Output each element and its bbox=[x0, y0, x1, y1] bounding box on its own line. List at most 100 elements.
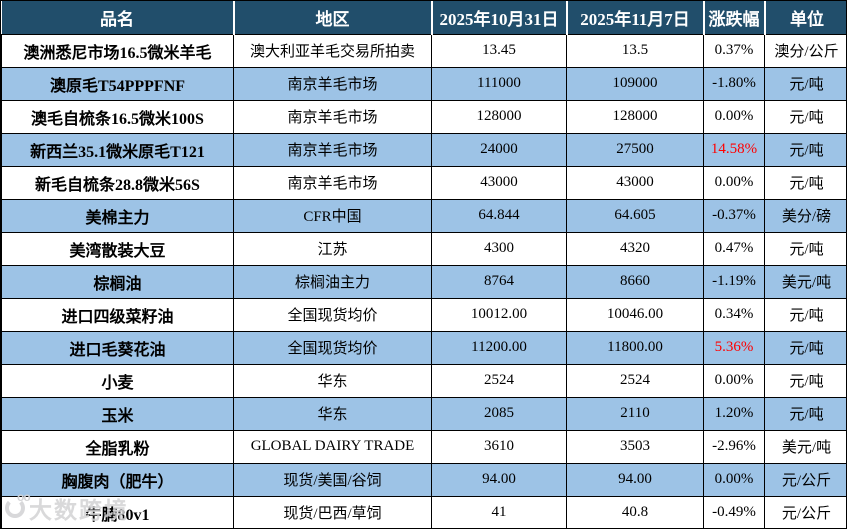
cell-name: 小麦 bbox=[1, 363, 234, 398]
table-row: 进口毛葵花油 全国现货均价 11200.00 11800.00 5.36% 元/吨 bbox=[1, 330, 846, 365]
header-row: 品名 地区 2025年10月31日 2025年11月7日 涨跌幅 单位 bbox=[1, 1, 846, 35]
cell-region: 南京羊毛市场 bbox=[233, 165, 432, 200]
cell-name: 进口四级菜籽油 bbox=[1, 297, 234, 332]
cell-change: 0.00% bbox=[703, 363, 765, 398]
cell-name: 澳原毛T54PPPFNF bbox=[1, 66, 234, 101]
cell-date2: 27500 bbox=[566, 132, 704, 167]
cell-name: 玉米 bbox=[1, 396, 234, 431]
cell-change: 0.34% bbox=[703, 297, 765, 332]
cell-name: 澳洲悉尼市场16.5微米羊毛 bbox=[1, 33, 234, 68]
cell-region: 南京羊毛市场 bbox=[233, 66, 432, 101]
cell-unit: 美元/吨 bbox=[764, 264, 846, 299]
column-header-unit: 单位 bbox=[763, 1, 846, 35]
table-row: 新毛自梳条28.8微米56S 南京羊毛市场 43000 43000 0.00% 元/吨 bbox=[1, 165, 846, 200]
cell-change: 0.37% bbox=[703, 33, 765, 68]
cell-name: 新毛自梳条28.8微米56S bbox=[1, 165, 234, 200]
cell-date1: 4300 bbox=[431, 231, 567, 266]
cell-unit: 元/公斤 bbox=[764, 462, 846, 497]
cell-unit: 元/吨 bbox=[764, 132, 846, 167]
cell-date2: 2524 bbox=[566, 363, 704, 398]
cell-region: GLOBAL DAIRY TRADE bbox=[233, 429, 432, 464]
cell-change: 14.58% bbox=[703, 132, 765, 167]
cell-unit: 美分/磅 bbox=[764, 198, 846, 233]
cell-name: 胸腹肉（肥牛） bbox=[1, 462, 234, 497]
cell-date1: 8764 bbox=[431, 264, 567, 299]
table-header: 品名 地区 2025年10月31日 2025年11月7日 涨跌幅 单位 bbox=[1, 1, 846, 35]
cell-unit: 元/吨 bbox=[764, 165, 846, 200]
cell-date2: 64.605 bbox=[566, 198, 704, 233]
cell-date2: 13.5 bbox=[566, 33, 704, 68]
table-row: 全脂乳粉 GLOBAL DAIRY TRADE 3610 3503 -2.96% 美元/吨 bbox=[1, 429, 846, 464]
cell-unit: 元/吨 bbox=[764, 297, 846, 332]
cell-date1: 94.00 bbox=[431, 462, 567, 497]
cell-date2: 4320 bbox=[566, 231, 704, 266]
cell-unit: 元/吨 bbox=[764, 231, 846, 266]
cell-date1: 111000 bbox=[431, 66, 567, 101]
cell-region: 棕榈油主力 bbox=[233, 264, 432, 299]
cell-change: 0.00% bbox=[703, 165, 765, 200]
column-header-change: 涨跌幅 bbox=[702, 1, 765, 35]
cell-change: -2.96% bbox=[703, 429, 765, 464]
cell-date2: 11800.00 bbox=[566, 330, 704, 365]
cell-change: -1.19% bbox=[703, 264, 765, 299]
cell-date1: 64.844 bbox=[431, 198, 567, 233]
cell-unit: 元/吨 bbox=[764, 396, 846, 431]
cell-unit: 元/公斤 bbox=[764, 495, 846, 528]
cell-date1: 24000 bbox=[431, 132, 567, 167]
cell-region: 江苏 bbox=[233, 231, 432, 266]
cell-date2: 43000 bbox=[566, 165, 704, 200]
cell-unit: 元/吨 bbox=[764, 99, 846, 134]
cell-region: 现货/美国/谷饲 bbox=[233, 462, 432, 497]
column-header-name: 品名 bbox=[1, 1, 234, 35]
cell-date1: 2524 bbox=[431, 363, 567, 398]
cell-region: 南京羊毛市场 bbox=[233, 99, 432, 134]
cell-name: 进口毛葵花油 bbox=[1, 330, 234, 365]
cell-unit: 元/吨 bbox=[764, 363, 846, 398]
table-row: 玉米 华东 2085 2110 1.20% 元/吨 bbox=[1, 396, 846, 431]
cell-date2: 10046.00 bbox=[566, 297, 704, 332]
table-row: 美棉主力 CFR中国 64.844 64.605 -0.37% 美分/磅 bbox=[1, 198, 846, 233]
column-header-date2: 2025年11月7日 bbox=[565, 1, 704, 35]
table-row: 胸腹肉（肥牛） 现货/美国/谷饲 94.00 94.00 0.00% 元/公斤 bbox=[1, 462, 846, 497]
cell-unit: 元/吨 bbox=[764, 330, 846, 365]
cell-date2: 94.00 bbox=[566, 462, 704, 497]
table-row: 澳原毛T54PPPFNF 南京羊毛市场 111000 109000 -1.80% 元/吨 bbox=[1, 66, 846, 101]
cell-unit: 澳分/公斤 bbox=[764, 33, 846, 68]
cell-date1: 2085 bbox=[431, 396, 567, 431]
cell-date2: 8660 bbox=[566, 264, 704, 299]
cell-region: 现货/巴西/草饲 bbox=[233, 495, 432, 528]
cell-name: 美湾散装大豆 bbox=[1, 231, 234, 266]
cell-name: 美棉主力 bbox=[1, 198, 234, 233]
column-header-date1: 2025年10月31日 bbox=[430, 1, 567, 35]
cell-change: 5.36% bbox=[703, 330, 765, 365]
table-row: 澳洲悉尼市场16.5微米羊毛 澳大利亚羊毛交易所拍卖 13.45 13.5 0.37% 澳… bbox=[1, 33, 846, 68]
cell-region: 南京羊毛市场 bbox=[233, 132, 432, 167]
cell-unit: 元/吨 bbox=[764, 66, 846, 101]
cell-date1: 128000 bbox=[431, 99, 567, 134]
cell-date2: 128000 bbox=[566, 99, 704, 134]
cell-date1: 11200.00 bbox=[431, 330, 567, 365]
cell-name: 棕榈油 bbox=[1, 264, 234, 299]
cell-date2: 109000 bbox=[566, 66, 704, 101]
cell-unit: 美元/吨 bbox=[764, 429, 846, 464]
table-row: 牛腩80v1 现货/巴西/草饲 41 40.8 -0.49% 元/公斤 bbox=[1, 495, 846, 528]
cell-change: -1.80% bbox=[703, 66, 765, 101]
cell-name: 牛腩80v1 bbox=[1, 495, 234, 528]
cell-name: 新西兰35.1微米原毛T121 bbox=[1, 132, 234, 167]
table-row: 进口四级菜籽油 全国现货均价 10012.00 10046.00 0.34% 元/吨 bbox=[1, 297, 846, 332]
cell-region: 全国现货均价 bbox=[233, 330, 432, 365]
table-row: 新西兰35.1微米原毛T121 南京羊毛市场 24000 27500 14.58% 元/吨 bbox=[1, 132, 846, 167]
cell-change: 0.00% bbox=[703, 462, 765, 497]
cell-region: 全国现货均价 bbox=[233, 297, 432, 332]
cell-region: 澳大利亚羊毛交易所拍卖 bbox=[233, 33, 432, 68]
cell-change: 0.00% bbox=[703, 99, 765, 134]
cell-change: 1.20% bbox=[703, 396, 765, 431]
cell-date2: 2110 bbox=[566, 396, 704, 431]
cell-date2: 3503 bbox=[566, 429, 704, 464]
cell-date1: 13.45 bbox=[431, 33, 567, 68]
cell-region: CFR中国 bbox=[233, 198, 432, 233]
cell-change: 0.47% bbox=[703, 231, 765, 266]
cell-date1: 3610 bbox=[431, 429, 567, 464]
table-row: 澳毛自梳条16.5微米100S 南京羊毛市场 128000 128000 0.00% 元/… bbox=[1, 99, 846, 134]
cell-date1: 10012.00 bbox=[431, 297, 567, 332]
